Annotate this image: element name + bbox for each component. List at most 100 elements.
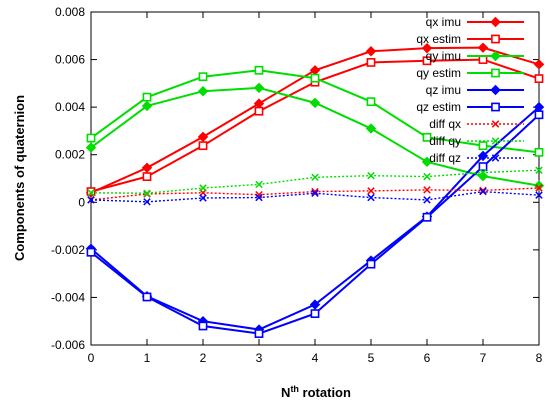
data-point	[422, 56, 432, 66]
data-point	[491, 154, 500, 162]
data-point	[198, 321, 208, 331]
data-point	[491, 137, 500, 145]
data-point	[367, 171, 375, 180]
x-tick-label: 2	[200, 351, 207, 365]
x-tick-label: 1	[144, 351, 151, 365]
legend-entry: qy imu	[426, 49, 524, 63]
data-point	[533, 180, 545, 191]
data-point	[490, 84, 501, 96]
data-point	[366, 97, 376, 107]
data-point	[421, 42, 433, 54]
legend-label: qx estim	[416, 32, 461, 46]
data-point	[198, 72, 208, 82]
data-point	[534, 147, 544, 157]
legend-label: qz estim	[416, 100, 461, 114]
data-point	[534, 110, 544, 120]
x-axis-title-rest: rotation	[299, 385, 351, 400]
x-tick-label: 8	[536, 351, 543, 365]
data-point	[142, 292, 152, 302]
data-point	[421, 156, 433, 168]
data-point	[366, 259, 376, 269]
data-point	[311, 187, 319, 196]
data-point	[309, 97, 321, 109]
series-qy-imu	[85, 82, 545, 191]
data-point	[253, 82, 265, 94]
data-point	[309, 299, 321, 310]
data-point	[143, 189, 151, 197]
data-point	[199, 184, 207, 192]
legend-entry: diff qz	[429, 151, 524, 165]
y-tick-label: -0.006	[51, 338, 85, 352]
data-point	[86, 247, 96, 257]
data-point	[478, 55, 488, 64]
legend-entry: qy estim	[416, 66, 524, 80]
y-tick-label: 0.004	[55, 100, 85, 114]
legend-label: qx imu	[426, 15, 461, 29]
legend-entry: qx imu	[426, 15, 524, 29]
data-point	[490, 50, 501, 62]
x-tick-label: 4	[312, 351, 319, 365]
data-point	[422, 132, 432, 142]
x-axis-title-sup: th	[290, 384, 299, 394]
data-point	[87, 189, 95, 197]
data-point	[479, 187, 487, 196]
data-point	[422, 212, 432, 222]
data-point	[254, 65, 264, 75]
data-point	[491, 120, 500, 128]
y-tick-label: 0.006	[55, 53, 85, 67]
data-point	[86, 133, 96, 143]
legend-entry: qx estim	[416, 32, 524, 46]
data-point	[310, 73, 320, 83]
data-point	[478, 162, 488, 172]
series-diff-qy	[87, 166, 543, 197]
data-point	[491, 102, 500, 112]
y-tick-label: 0.002	[55, 148, 85, 162]
data-point	[87, 196, 95, 204]
y-tick-label: 0.008	[55, 5, 85, 19]
data-point	[491, 34, 500, 44]
data-point	[143, 198, 151, 206]
series-layer	[85, 42, 545, 338]
series-qz-imu	[85, 101, 545, 335]
plot-frame	[90, 11, 540, 346]
legend-label: diff qz	[429, 151, 461, 165]
series-qx-imu	[85, 42, 545, 198]
data-point	[423, 186, 431, 194]
series-diff-qz	[87, 187, 543, 206]
data-point	[423, 172, 431, 181]
legend-entry: qz estim	[416, 100, 524, 114]
data-point	[85, 142, 97, 153]
legend-label: diff qx	[429, 117, 461, 131]
data-point	[365, 123, 377, 134]
data-point	[477, 42, 489, 53]
data-point	[535, 191, 543, 199]
legend-label: qz imu	[426, 83, 461, 97]
data-point	[423, 196, 431, 204]
data-point	[490, 16, 501, 28]
series-qz-estim	[86, 110, 544, 338]
data-point	[197, 85, 209, 97]
data-point	[367, 193, 375, 202]
legend-entry: diff qy	[429, 134, 524, 148]
data-point	[254, 329, 264, 338]
data-point	[365, 46, 377, 57]
data-point	[478, 141, 488, 151]
data-point	[142, 172, 152, 181]
y-tick-label: -0.004	[51, 290, 85, 304]
series-qy-estim	[86, 65, 544, 157]
legend-label: diff qy	[429, 134, 461, 148]
x-axis-title: Nth rotation	[281, 384, 351, 400]
x-axis-title-base: N	[281, 385, 290, 400]
data-point	[535, 184, 543, 192]
data-point	[253, 98, 265, 109]
data-point	[198, 141, 208, 151]
data-point	[254, 106, 264, 116]
data-point	[491, 68, 500, 78]
axes: 0 1 2 3 4 5 6 7 8 -0.006 -0.004 -0.002 0 0.002 0.004 0.…	[51, 5, 543, 365]
legend-entry: qz imu	[426, 83, 524, 97]
data-point	[534, 74, 544, 83]
data-point	[366, 58, 376, 67]
y-axis-title: Components of quaternion	[12, 95, 27, 261]
x-tick-label: 5	[368, 351, 375, 365]
